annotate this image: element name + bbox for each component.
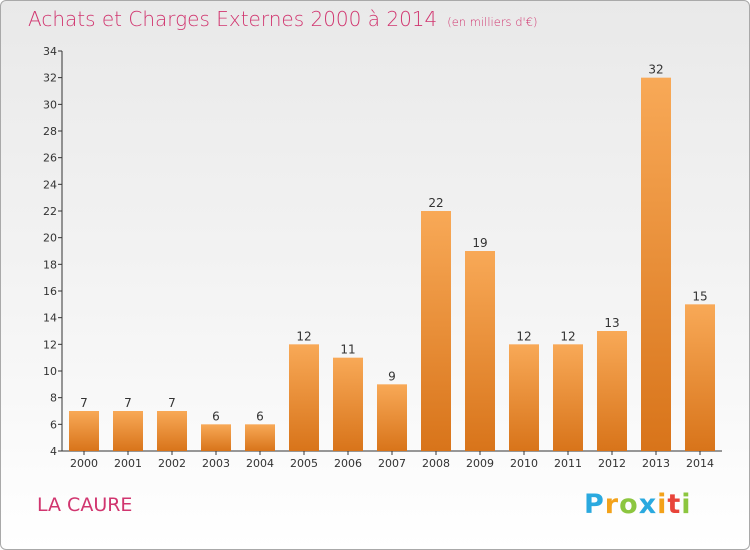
y-tick-label: 16	[43, 285, 57, 298]
x-tick-label-2004: 2004	[246, 457, 274, 470]
value-label-2007: 9	[388, 369, 396, 383]
y-tick-label: 4	[50, 445, 57, 458]
bar-2014	[685, 304, 715, 451]
y-tick-label: 24	[43, 178, 57, 191]
bar-2008	[421, 211, 451, 451]
value-label-2002: 7	[168, 396, 176, 410]
value-label-2008: 22	[428, 196, 443, 210]
chart-title: Achats et Charges Externes 2000 à 2014 (e…	[28, 7, 537, 31]
x-tick-label-2014: 2014	[686, 457, 714, 470]
bar-2001	[113, 411, 143, 451]
proxiti-logo: Proxiti	[584, 489, 692, 520]
y-tick-label: 30	[43, 98, 57, 111]
bar-2006	[333, 357, 363, 451]
x-tick-label-2013: 2013	[642, 457, 670, 470]
y-tick-label: 18	[43, 258, 57, 271]
value-label-2009: 19	[472, 236, 487, 250]
bar-2002	[157, 411, 187, 451]
bar-2011	[553, 344, 583, 451]
x-tick-label-2007: 2007	[378, 457, 406, 470]
x-tick-label-2002: 2002	[158, 457, 186, 470]
bar-2005	[289, 344, 319, 451]
y-tick-label: 6	[50, 418, 57, 431]
value-label-2011: 12	[560, 329, 575, 343]
value-label-2013: 32	[648, 63, 663, 77]
value-label-2012: 13	[604, 316, 619, 330]
y-tick-label: 26	[43, 152, 57, 165]
x-tick-label-2010: 2010	[510, 457, 538, 470]
y-tick-label: 28	[43, 125, 57, 138]
y-tick-label: 22	[43, 205, 57, 218]
bar-2010	[509, 344, 539, 451]
value-label-2010: 12	[516, 329, 531, 343]
chart-title-text: Achats et Charges Externes 2000 à 2014	[28, 7, 438, 31]
x-tick-label-2001: 2001	[114, 457, 142, 470]
chart-bars: 7 7 7 6 6 12 11 9 22 19 12 12 13 32 15	[69, 63, 715, 452]
value-label-2004: 6	[256, 409, 264, 423]
bar-2004	[245, 424, 275, 451]
x-tick-label-2006: 2006	[334, 457, 362, 470]
bar-2012	[597, 331, 627, 451]
x-tick-label-2009: 2009	[466, 457, 494, 470]
x-tick-label-2000: 2000	[70, 457, 98, 470]
x-tick-label-2003: 2003	[202, 457, 230, 470]
x-tick-label-2012: 2012	[598, 457, 626, 470]
y-tick-label: 20	[43, 232, 57, 245]
value-label-2006: 11	[340, 343, 355, 357]
place-name: LA CAURE	[37, 494, 133, 516]
bar-2007	[377, 384, 407, 451]
x-tick-label-2005: 2005	[290, 457, 318, 470]
y-tick-label: 14	[43, 312, 57, 325]
bar-2000	[69, 411, 99, 451]
y-tick-label: 32	[43, 72, 57, 85]
value-label-2014: 15	[692, 289, 707, 303]
y-tick-label: 10	[43, 365, 57, 378]
bar-2013	[641, 77, 671, 452]
bar-2003	[201, 424, 231, 451]
y-tick-label: 34	[43, 45, 57, 58]
chart-axes: 4 6 8 10 12 14 16 18 20 22 24 26 28 30 32 34 2000 2001 200…	[43, 45, 722, 470]
value-label-2003: 6	[212, 409, 220, 423]
x-tick-label-2011: 2011	[554, 457, 582, 470]
bar-2009	[465, 251, 495, 451]
x-tick-label-2008: 2008	[422, 457, 450, 470]
y-tick-label: 8	[50, 392, 57, 405]
y-tick-label: 12	[43, 338, 57, 351]
chart-title-unit: (en milliers d'€)	[447, 15, 538, 29]
value-label-2005: 12	[296, 329, 311, 343]
value-label-2000: 7	[80, 396, 88, 410]
value-label-2001: 7	[124, 396, 132, 410]
